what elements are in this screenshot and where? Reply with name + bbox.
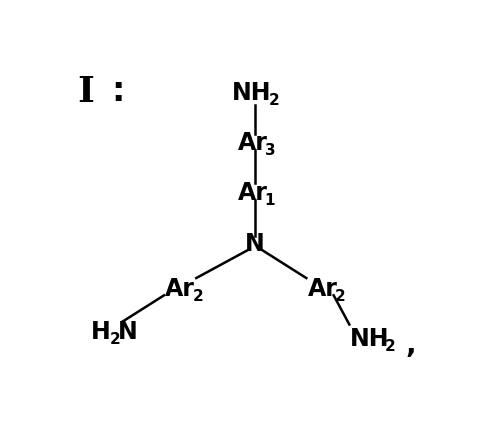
Text: Ar: Ar — [308, 276, 337, 300]
Text: 1: 1 — [265, 192, 275, 207]
Text: N: N — [118, 319, 138, 343]
Text: Ar: Ar — [238, 180, 268, 204]
Text: 3: 3 — [265, 142, 275, 157]
Text: N: N — [245, 232, 265, 255]
Text: Ar: Ar — [238, 131, 268, 155]
Text: NH: NH — [349, 326, 389, 350]
Text: 2: 2 — [335, 288, 346, 303]
Text: Ar: Ar — [165, 276, 195, 300]
Text: H: H — [91, 319, 111, 343]
Text: 2: 2 — [269, 93, 279, 108]
Text: 2: 2 — [385, 338, 396, 353]
Text: NH: NH — [232, 81, 272, 105]
Text: :: : — [111, 75, 124, 108]
Text: I: I — [77, 74, 94, 108]
Text: 2: 2 — [193, 288, 203, 303]
Text: 2: 2 — [110, 331, 121, 346]
Text: ,: , — [405, 331, 416, 359]
